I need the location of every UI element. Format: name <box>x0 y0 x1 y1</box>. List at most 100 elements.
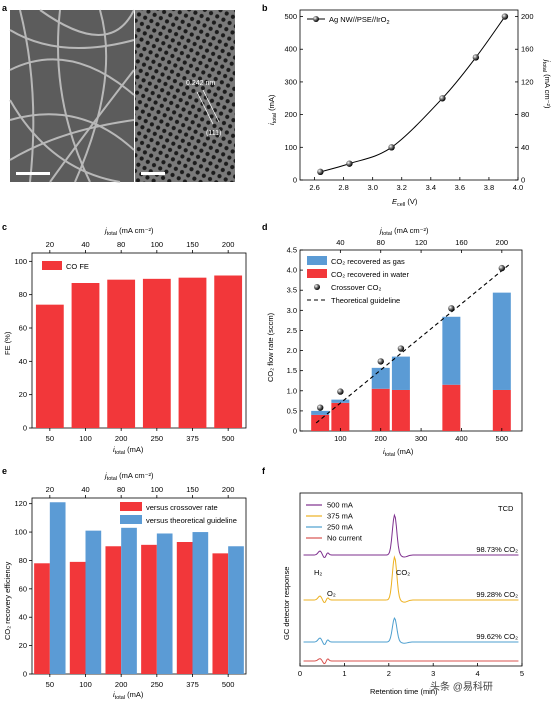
crossover-points-d <box>316 264 506 411</box>
sem-scale-bar <box>16 172 50 175</box>
y-tick-label-d: 3.5 <box>287 286 297 295</box>
bar-d <box>331 399 350 403</box>
legend-f-label: 375 mA <box>327 512 353 521</box>
ticks-b: 2.6 2.8 3.0 3.2 3.4 3.6 3.8 4.00100200300400500… <box>284 12 533 192</box>
y-tick-label-d: 3.0 <box>287 306 297 315</box>
legend-b: Ag NW//PSE//IrO2 <box>307 15 390 26</box>
legend-d-label-1: CO₂ recovered as gas <box>331 257 405 266</box>
x-tick-label-b: 3.6 <box>455 183 465 192</box>
top-tick-label-e: 20 <box>46 485 54 494</box>
y-tick-label-d: 4.0 <box>287 266 297 275</box>
svg-text:itotal (mA): itotal (mA) <box>383 447 414 458</box>
top-tick-label-e: 100 <box>151 485 164 494</box>
y-tick-label-e: 120 <box>14 499 27 508</box>
bar-d <box>492 389 511 431</box>
bar-c <box>178 277 207 428</box>
panel-e: e jtotal (mA cm⁻²) 502010040200802501003… <box>2 466 247 701</box>
top-label-c-sub: total <box>107 231 117 237</box>
bar-d <box>371 388 390 431</box>
x-tick-label-c: 250 <box>151 434 164 443</box>
svg-text:itotal (mA): itotal (mA) <box>113 690 144 701</box>
bar-e <box>141 544 157 674</box>
points-b <box>317 13 509 176</box>
ylabel-b-left-sub: total <box>272 113 278 123</box>
top-tick-label-e: 80 <box>117 485 125 494</box>
crossover-point-d <box>498 264 506 272</box>
plot-frame-f <box>299 492 523 667</box>
trace-f <box>303 513 519 559</box>
ylabel-d: CO₂ flow rate (sccm) <box>266 312 275 382</box>
legend-e-label-2: versus theoretical guideline <box>146 516 237 525</box>
x-tick-label-b: 3.4 <box>426 183 436 192</box>
y-tick-label-d: 0.5 <box>287 406 297 415</box>
data-point-b <box>501 13 509 20</box>
y-tick-label-c: 100 <box>14 257 27 266</box>
svg-text:jtotal (mA cm⁻²): jtotal (mA cm⁻²) <box>541 59 552 109</box>
svg-text:Ag NW//PSE//IrO2: Ag NW//PSE//IrO2 <box>329 15 390 26</box>
x-tick-label-b: 3.0 <box>367 183 377 192</box>
bar-c <box>71 283 100 428</box>
xlabel-b-unit: (V) <box>405 197 418 206</box>
y-tick-label-d: 0 <box>293 427 297 436</box>
panel-c: c jtotal (mA cm⁻²) 502010040200802501003… <box>2 222 247 456</box>
top-tick-label-e: 200 <box>222 485 235 494</box>
x-tick-label-f: 2 <box>387 669 391 678</box>
top-tick-label-c: 80 <box>117 240 125 249</box>
xlabel-d-unit: (mA) <box>395 447 414 456</box>
x-tick-label-f: 5 <box>520 669 524 678</box>
y-tick-label-b: 300 <box>284 77 297 86</box>
bar-e <box>34 563 50 674</box>
crossover-point-d <box>337 388 344 395</box>
ylabel-b-right-sub: total <box>541 62 547 72</box>
legend-f-label: No current <box>327 534 363 543</box>
bar-c <box>214 275 243 428</box>
legend-e: versus crossover rate versus theoretical… <box>120 502 237 525</box>
top-label-c: j <box>104 226 107 235</box>
tem-image <box>135 10 235 182</box>
bar-c <box>107 279 136 428</box>
traces-f: 98.73% CO₂ 99.28% CO₂ 99.62% CO₂ <box>303 513 519 665</box>
top-tick-label-d: 160 <box>455 238 468 247</box>
legend-b-label: Ag NW//PSE//IrO <box>329 15 387 24</box>
plot-frame-b <box>299 9 519 181</box>
lattice-marker-1 <box>196 91 214 125</box>
y-right-tick-label-b: 40 <box>521 143 529 152</box>
x-tick-label-f: 1 <box>342 669 346 678</box>
x-tick-label-b: 4.0 <box>513 183 523 192</box>
y-tick-label-d: 1.5 <box>287 366 297 375</box>
ylabel-b-right-unit: (mA cm⁻²) <box>543 72 552 109</box>
top-label-e: j <box>104 471 107 480</box>
nanowire-texture <box>9 9 135 183</box>
y-tick-label-d: 4.5 <box>287 246 297 255</box>
bars-c <box>35 275 243 428</box>
y-tick-label-b: 200 <box>284 110 297 119</box>
y-tick-label-d: 2.5 <box>287 326 297 335</box>
legend-f: 500 mA 375 mA 250 mA No current <box>306 501 363 543</box>
y-tick-label-e: 60 <box>19 584 27 593</box>
legend-c-label: CO FE <box>66 262 89 271</box>
y-right-tick-label-b: 160 <box>521 45 534 54</box>
lattice-marker-2 <box>202 89 220 123</box>
trace-annotation-f: 99.28% CO₂ <box>476 590 518 599</box>
top-tick-label-c: 100 <box>151 240 164 249</box>
tcd-label: TCD <box>498 504 514 513</box>
y-right-tick-label-b: 120 <box>521 77 534 86</box>
panel-letter-c: c <box>2 222 7 232</box>
fit-curve-b <box>320 16 506 173</box>
x-tick-label-d: 200 <box>374 434 387 443</box>
xlabel-c: i <box>113 445 115 454</box>
top-label-e-unit: (mA cm⁻²) <box>117 471 154 480</box>
bar-d <box>391 389 410 431</box>
svg-text:jtotal (mA cm⁻²): jtotal (mA cm⁻²) <box>104 226 154 237</box>
y-tick-label-b: 100 <box>284 143 297 152</box>
svg-text:itotal (mA): itotal (mA) <box>267 94 278 125</box>
y-tick-label-e: 40 <box>19 613 27 622</box>
legend-e-label-1: versus crossover rate <box>146 503 218 512</box>
top-tick-label-d: 120 <box>415 238 428 247</box>
bar-e <box>212 553 229 674</box>
xlabel-e-unit: (mA) <box>125 690 144 699</box>
x-tick-label-c: 500 <box>222 434 235 443</box>
bar-e <box>85 530 102 674</box>
